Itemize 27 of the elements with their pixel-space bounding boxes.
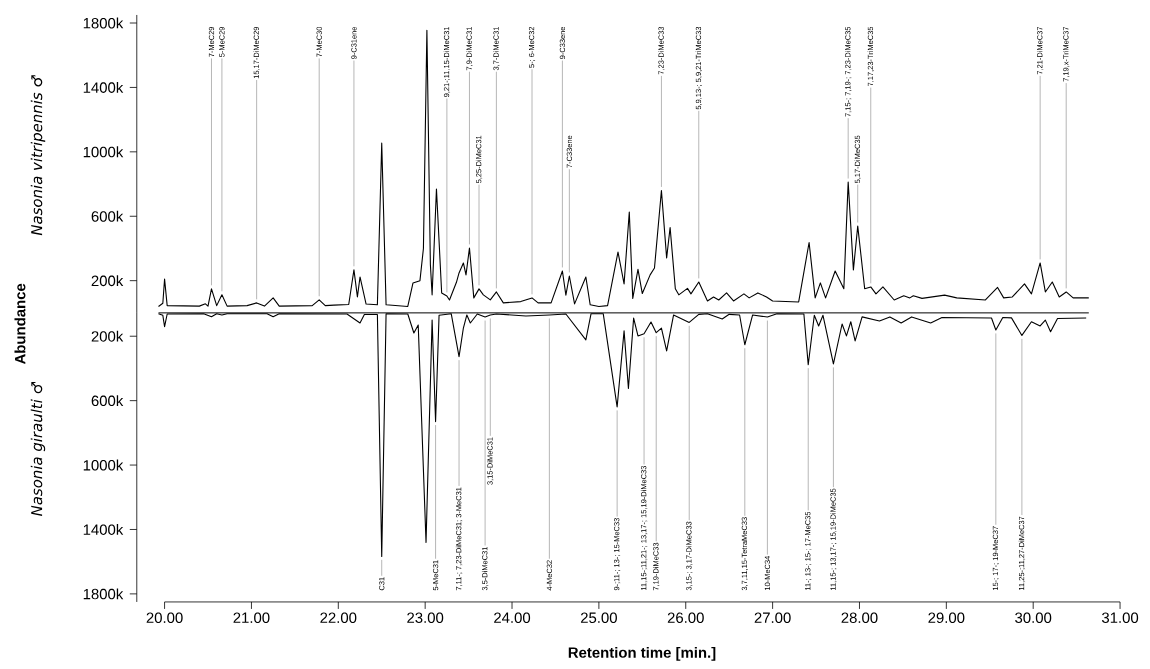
x-tick-label: 28.00 (841, 612, 878, 624)
text: Nasonia vitripennis ♂ (30, 75, 46, 236)
y-tick-label: 600k (91, 210, 124, 222)
x-tick-label: 26.00 (667, 612, 704, 624)
x-tick-label: 29.00 (928, 612, 965, 624)
y-tick-label: 1800k (83, 588, 124, 600)
text: Nasonia giraulti ♂ (30, 382, 46, 517)
y-tick-label: 1400k (83, 524, 124, 536)
x-tick-label: 21.00 (233, 612, 270, 624)
x-tick-label: 23.00 (407, 612, 444, 624)
x-tick-label: 22.00 (320, 612, 357, 624)
y-tick-label: 1400k (83, 82, 124, 93)
x-tick-label: 20.00 (146, 612, 183, 624)
y-axis-title: Abundance (14, 283, 26, 365)
y-tick-label: 1800k (83, 17, 124, 29)
x-tick-label: 27.00 (754, 612, 791, 624)
y-tick-label: 600k (91, 395, 124, 407)
y-tick-label: 200k (91, 330, 124, 342)
x-axis-title: Retention time [min.] (568, 646, 716, 661)
x-tick-label: 30.00 (1015, 612, 1052, 624)
line-series (157, 29, 1090, 308)
x-tick-label: 24.00 (494, 612, 531, 624)
x-tick-label: 31.00 (1101, 612, 1139, 624)
y-tick-label: 1000k (83, 146, 124, 158)
x-tick-label: 25.00 (580, 612, 617, 624)
y-tick-label: 1000k (83, 459, 124, 471)
y-tick-label: 200k (91, 275, 124, 287)
